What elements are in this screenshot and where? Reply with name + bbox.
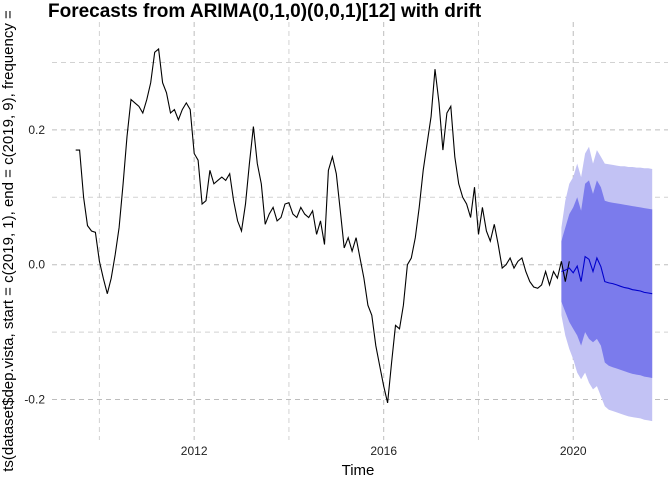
forecast-series <box>561 255 653 295</box>
y-tick-label: 0.0 <box>28 258 45 272</box>
y-tick-label: -0.2 <box>24 393 45 407</box>
x-tick-label: 2016 <box>370 444 397 458</box>
x-axis-ticks: 2012 2016 2020 <box>181 444 587 458</box>
band-80 <box>561 180 653 378</box>
x-axis-label: Time <box>342 462 375 479</box>
x-tick-label: 2012 <box>181 444 208 458</box>
y-tick-label: 0.2 <box>28 123 45 137</box>
forecast-mean-line <box>561 255 653 295</box>
x-tick-label: 2020 <box>560 444 587 458</box>
chart-title: Forecasts from ARIMA(0,1,0)(0,0,1)[12] w… <box>48 1 482 22</box>
y-axis-ticks: -0.2 0.0 0.2 <box>24 123 45 407</box>
band-80-area <box>561 180 653 378</box>
history-series <box>75 47 570 404</box>
history-line <box>75 47 570 404</box>
y-axis-label: ts(dataset$dep.vista, start = c(2019, 1)… <box>0 10 17 472</box>
